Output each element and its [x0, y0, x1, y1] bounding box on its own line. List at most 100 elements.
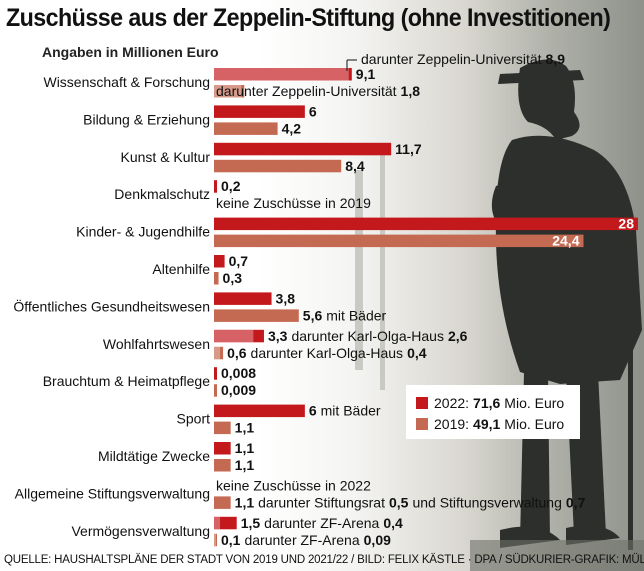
bar-2019-bar — [214, 346, 224, 360]
bar-2019-note-value: 0,4 — [407, 345, 427, 361]
bar-2022-subset-bar — [214, 516, 221, 530]
legend: 2022: 71,6 Mio. Euro 2019: 49,1 Mio. Eur… — [406, 385, 580, 439]
category-label: Altenhilfe — [152, 261, 210, 277]
source-footer: QUELLE: HAUSHALTSPLÄNE DER STADT VON 201… — [4, 554, 644, 566]
bar-2022-bar — [214, 367, 217, 380]
bar-2022-bar — [214, 516, 237, 530]
bar-2019-value-label: 0,009 — [221, 382, 256, 398]
category-label: Sport — [177, 411, 211, 427]
bar-2019-bar — [214, 122, 278, 135]
bar-2019-subset-bar — [214, 533, 216, 547]
bar-2022-bar — [214, 142, 392, 156]
bar-2019-note-value: 1,8 — [401, 83, 421, 99]
category-label: Bildung & Erziehung — [83, 111, 210, 127]
bar-2019-bar — [214, 309, 299, 322]
bar-2022-value-label: 3,3 — [268, 328, 288, 344]
bar-2022-bar — [214, 217, 638, 231]
category-label: Brauchtum & Heimatpflege — [43, 373, 211, 389]
bar-2022-bar — [214, 329, 264, 343]
bar-2019-bar — [214, 459, 231, 472]
bar-2022-value-label: 0,7 — [229, 253, 249, 269]
bar-2019-value-label: 4,2 — [282, 120, 302, 136]
bar-2022-note-value: 8,9 — [546, 51, 566, 67]
bar-2019-bar — [214, 85, 245, 98]
bar-2019-bar — [214, 496, 231, 509]
bar-2022-note: keine Zuschüsse in 2022 — [216, 477, 371, 493]
bar-2019-value-label: 1,1 — [235, 457, 255, 473]
bar-2022-subset-bar — [214, 68, 349, 81]
legend-unit-2019: Mio. Euro — [504, 416, 565, 432]
bar-2022-value-label: 11,7 — [395, 141, 422, 157]
bar-2019-bar — [214, 272, 219, 285]
legend-item-2022: 2022: 71,6 Mio. Euro — [416, 394, 564, 412]
bar-2019-value-label: 0,3 — [223, 270, 243, 286]
bar-2022-subset-bar — [214, 329, 254, 343]
bar-2022-note: darunter Karl-Olga-Haus — [291, 328, 444, 344]
category-label: Wissenschaft & Forschung — [43, 74, 210, 90]
bar-2019-note: darunter Stiftungsrat — [258, 494, 385, 510]
bar-2019-bar — [214, 533, 217, 547]
bar-2019-value-label: 1,1 — [235, 494, 255, 510]
bar-2019-note-value: 0,5 — [389, 494, 409, 510]
chart-title: Zuschüsse aus der Zeppelin-Stiftung (ohn… — [6, 4, 611, 32]
category-label: Allgemeine Stiftungsverwaltung — [15, 485, 210, 501]
bar-2022-value-label: 6 — [309, 403, 317, 419]
bar-2019-bar — [214, 234, 584, 248]
bar-2022-note-value: 0,4 — [383, 515, 403, 531]
bar-2019-bar — [214, 421, 231, 435]
bar-2019-note: darunter Karl-Olga-Haus — [251, 345, 404, 361]
bar-2019-bar — [214, 159, 342, 173]
bar-2019-note: und Stiftungsverwaltung — [412, 494, 561, 510]
bar-2022-value-label: 0,008 — [221, 365, 256, 381]
legend-value-2019: 49,1 — [473, 416, 501, 432]
bar-2019-note: mit Bäder — [326, 307, 386, 323]
bar-2019-value-label: 8,4 — [345, 158, 365, 174]
bar-2019-value-label: 0,6 — [227, 345, 247, 361]
bar-2019-subset-bar — [214, 85, 242, 98]
legend-swatch-2019 — [416, 418, 428, 430]
bar-2022-value-label: 6 — [309, 103, 317, 119]
category-label: Denkmalschutz — [114, 186, 210, 202]
legend-unit-2022: Mio. Euro — [504, 395, 565, 411]
bar-2022-value-label: 9,1 — [356, 66, 376, 82]
bar-2019-subset-bar — [214, 346, 221, 360]
bar-2022-value-label: 1,1 — [235, 440, 255, 456]
category-label: Mildtätige Zwecke — [98, 448, 210, 464]
bar-2022-bar — [214, 68, 352, 81]
bar-2022-note: darunter Zeppelin-Universität — [361, 51, 542, 67]
bar-2019-value-label: 1,1 — [235, 420, 255, 436]
legend-year-2022: 2022: — [434, 395, 470, 411]
category-label: Kunst & Kultur — [121, 149, 211, 165]
bar-2022-bar — [214, 404, 305, 418]
bar-2022-bar — [214, 105, 305, 118]
category-label: Wohlfahrtswesen — [103, 336, 210, 352]
category-label: Kinder- & Jugendhilfe — [76, 224, 210, 240]
legend-year-2019: 2019: — [434, 416, 470, 432]
bar-2019-note: darunter ZF-Arena — [244, 532, 359, 548]
bar-2022-note: mit Bäder — [321, 403, 381, 419]
bar-2022-note: darunter ZF-Arena — [264, 515, 379, 531]
bar-2022-value-label: 1,5 — [241, 515, 261, 531]
bar-2022-bar — [214, 180, 218, 193]
legend-swatch-2022 — [416, 397, 428, 409]
legend-value-2022: 71,6 — [473, 395, 501, 411]
bar-2022-bar — [214, 442, 231, 455]
chart-subtitle: Angaben in Millionen Euro — [42, 44, 219, 60]
bar-2022-value-label: 0,2 — [221, 178, 241, 194]
bar-2022-bar — [214, 292, 272, 305]
bar-2019-value-label: 0,1 — [221, 532, 241, 548]
bar-2022-value-label: 3,8 — [276, 290, 296, 306]
bar-2019-value-label: 24,4 — [552, 233, 579, 249]
bar-2019-bar — [214, 384, 217, 397]
bar-2019-note-value: 0,09 — [364, 532, 391, 548]
bar-2019-note-value: 0,7 — [566, 494, 586, 510]
bar-2019-note: keine Zuschüsse in 2019 — [216, 195, 371, 211]
legend-item-2019: 2019: 49,1 Mio. Euro — [416, 415, 564, 433]
bar-2019-note: darunter Zeppelin-Universität — [216, 83, 397, 99]
bar-2022-note-value: 2,6 — [448, 328, 468, 344]
category-label: Öffentliches Gesundheitswesen — [13, 297, 210, 314]
bar-2019-value-label: 5,6 — [303, 307, 323, 323]
category-label: Vermögensverwaltung — [71, 523, 210, 539]
